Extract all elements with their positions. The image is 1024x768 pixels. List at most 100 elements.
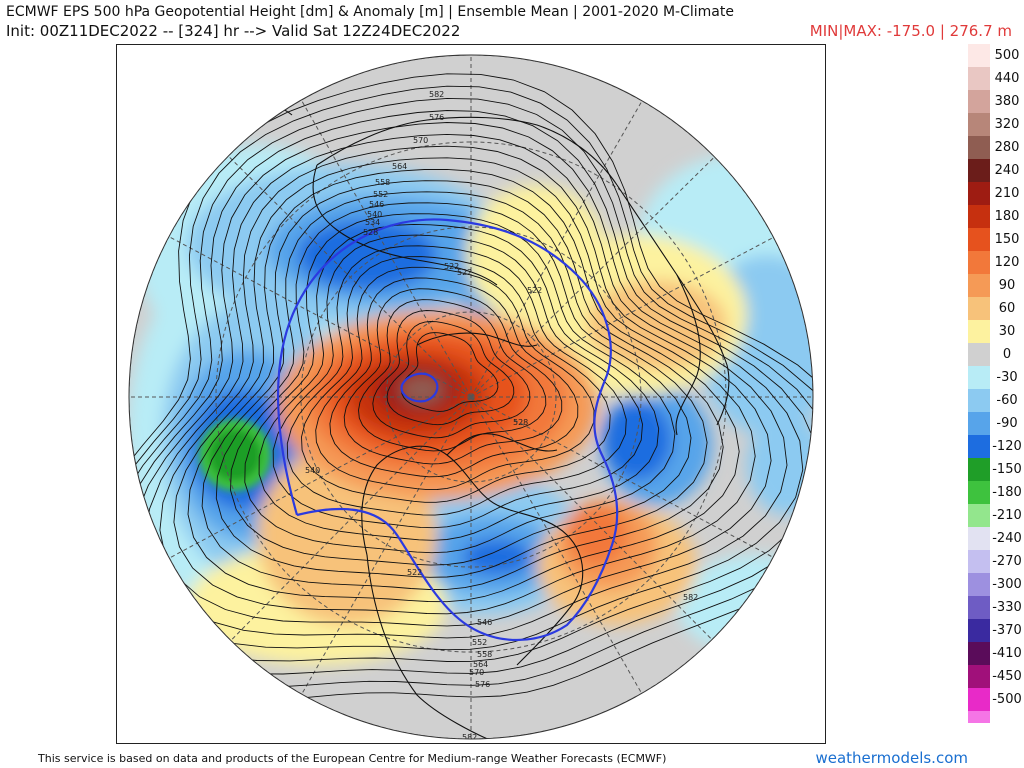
legend-label: -330 (992, 600, 1022, 615)
contour-label: 546 (369, 200, 384, 209)
contour-label: 546 (477, 618, 492, 627)
legend-entry: 240 (968, 159, 1024, 182)
height-contour-line (173, 157, 756, 615)
contour-labels: 5825765705645585525465405345285225405285… (305, 90, 698, 742)
legend-swatch (968, 550, 990, 573)
legend-label: -30 (996, 370, 1018, 385)
legend-label: 240 (994, 163, 1020, 178)
height-contour-line (131, 122, 804, 651)
legend-swatch (968, 251, 990, 274)
legend-label: -150 (992, 462, 1022, 477)
legend-label: -410 (992, 646, 1022, 661)
legend-label: 150 (994, 232, 1020, 247)
ecmwf-attribution: This service is based on data and produc… (38, 752, 667, 765)
hemisphere-disk: 5825765705645585525465405345285225405285… (129, 55, 813, 742)
height-contour-line (386, 321, 515, 426)
legend-label: 320 (994, 117, 1020, 132)
legend-swatch (968, 412, 990, 435)
legend-entry: -60 (968, 389, 1024, 412)
legend-swatch (968, 205, 990, 228)
legend-swatch (968, 90, 990, 113)
contour-label: 576 (475, 680, 490, 689)
legend-entry: 60 (968, 297, 1024, 320)
height-contour-line (272, 234, 643, 529)
legend-entry: -240 (968, 527, 1024, 550)
contour-label: 528 (363, 228, 378, 237)
height-contour-line (400, 332, 499, 412)
legend-entry: -90 (968, 412, 1024, 435)
height-contour-line (301, 256, 611, 503)
height-contour-line (358, 299, 547, 452)
contour-label: 582 (462, 733, 477, 742)
legend-entry: 0 (968, 343, 1024, 366)
legend-entry: -270 (968, 550, 1024, 573)
legend-label: -90 (996, 416, 1018, 431)
contour-label: 522 (527, 286, 542, 295)
height-contour-line (129, 97, 813, 675)
bold-blue-contours (276, 218, 619, 641)
legend-label: -60 (996, 393, 1018, 408)
legend-label: 60 (998, 301, 1016, 316)
legend-entry: -180 (968, 481, 1024, 504)
legend-entry: 120 (968, 251, 1024, 274)
height-contour-line (129, 85, 813, 688)
legend-swatch (968, 159, 990, 182)
legend-label: -370 (992, 623, 1022, 638)
height-contour-line (230, 202, 692, 566)
legend-swatch (968, 573, 990, 596)
contour-label: 576 (429, 113, 444, 122)
height-contour-line (329, 277, 579, 478)
legend-swatch (968, 44, 990, 67)
legend-swatch (968, 67, 990, 90)
legend-swatch (968, 228, 990, 251)
lat-lon-grid (129, 55, 813, 739)
legend-swatch (968, 527, 990, 550)
legend-entry: -330 (968, 596, 1024, 619)
legend-swatch (968, 481, 990, 504)
legend-entry: 30 (968, 320, 1024, 343)
contour-label: 522 (457, 268, 472, 277)
legend-label: 500 (994, 48, 1020, 63)
legend-swatch (968, 297, 990, 320)
legend-label: 120 (994, 255, 1020, 270)
contour-label: 534 (365, 218, 380, 227)
contour-label: 552 (472, 638, 487, 647)
legend-swatch (968, 642, 990, 665)
height-contour-line (215, 191, 708, 578)
contour-label: 522 (444, 262, 459, 271)
map-title: ECMWF EPS 500 hPa Geopotential Height [d… (6, 4, 734, 20)
legend-entry: 90 (968, 274, 1024, 297)
legend-swatch (968, 320, 990, 343)
legend-swatch (968, 435, 990, 458)
height-contour-line (343, 288, 563, 465)
contour-label: 564 (392, 162, 407, 171)
legend-label: -270 (992, 554, 1022, 569)
legend-label: 280 (994, 140, 1020, 155)
height-contour-line (258, 223, 660, 541)
contour-label: 570 (469, 668, 484, 677)
height-contour-line (286, 245, 627, 516)
height-contour-line (159, 145, 772, 627)
height-contour-line (201, 180, 724, 590)
legend-entry: 180 (968, 205, 1024, 228)
legend-label: -450 (992, 669, 1022, 684)
legend-label: 440 (994, 71, 1020, 86)
legend-label: -300 (992, 577, 1022, 592)
legend-swatch (968, 688, 990, 711)
contour-label: 582 (429, 90, 444, 99)
contour-label: 552 (373, 190, 388, 199)
site-link[interactable]: weathermodels.com (815, 749, 968, 767)
contour-label: 558 (477, 650, 492, 659)
anomaly-color-legend: 500 440 380 320 280 240 210 180 150 120 90 60 30 0 -30… (968, 44, 1024, 723)
init-valid-time: Init: 00Z11DEC2022 -- [324] hr --> Valid… (6, 22, 461, 40)
contour-label: 528 (513, 418, 528, 427)
legend-entry: 440 (968, 67, 1024, 90)
legend-label: 0 (1002, 347, 1012, 362)
legend-swatch (968, 343, 990, 366)
legend-label: 380 (994, 94, 1020, 109)
legend-label: -500 (992, 692, 1022, 707)
contour-label: 522 (407, 568, 422, 577)
height-contour-line (244, 213, 676, 554)
contour-label: 582 (683, 593, 698, 602)
height-contours (129, 73, 813, 702)
